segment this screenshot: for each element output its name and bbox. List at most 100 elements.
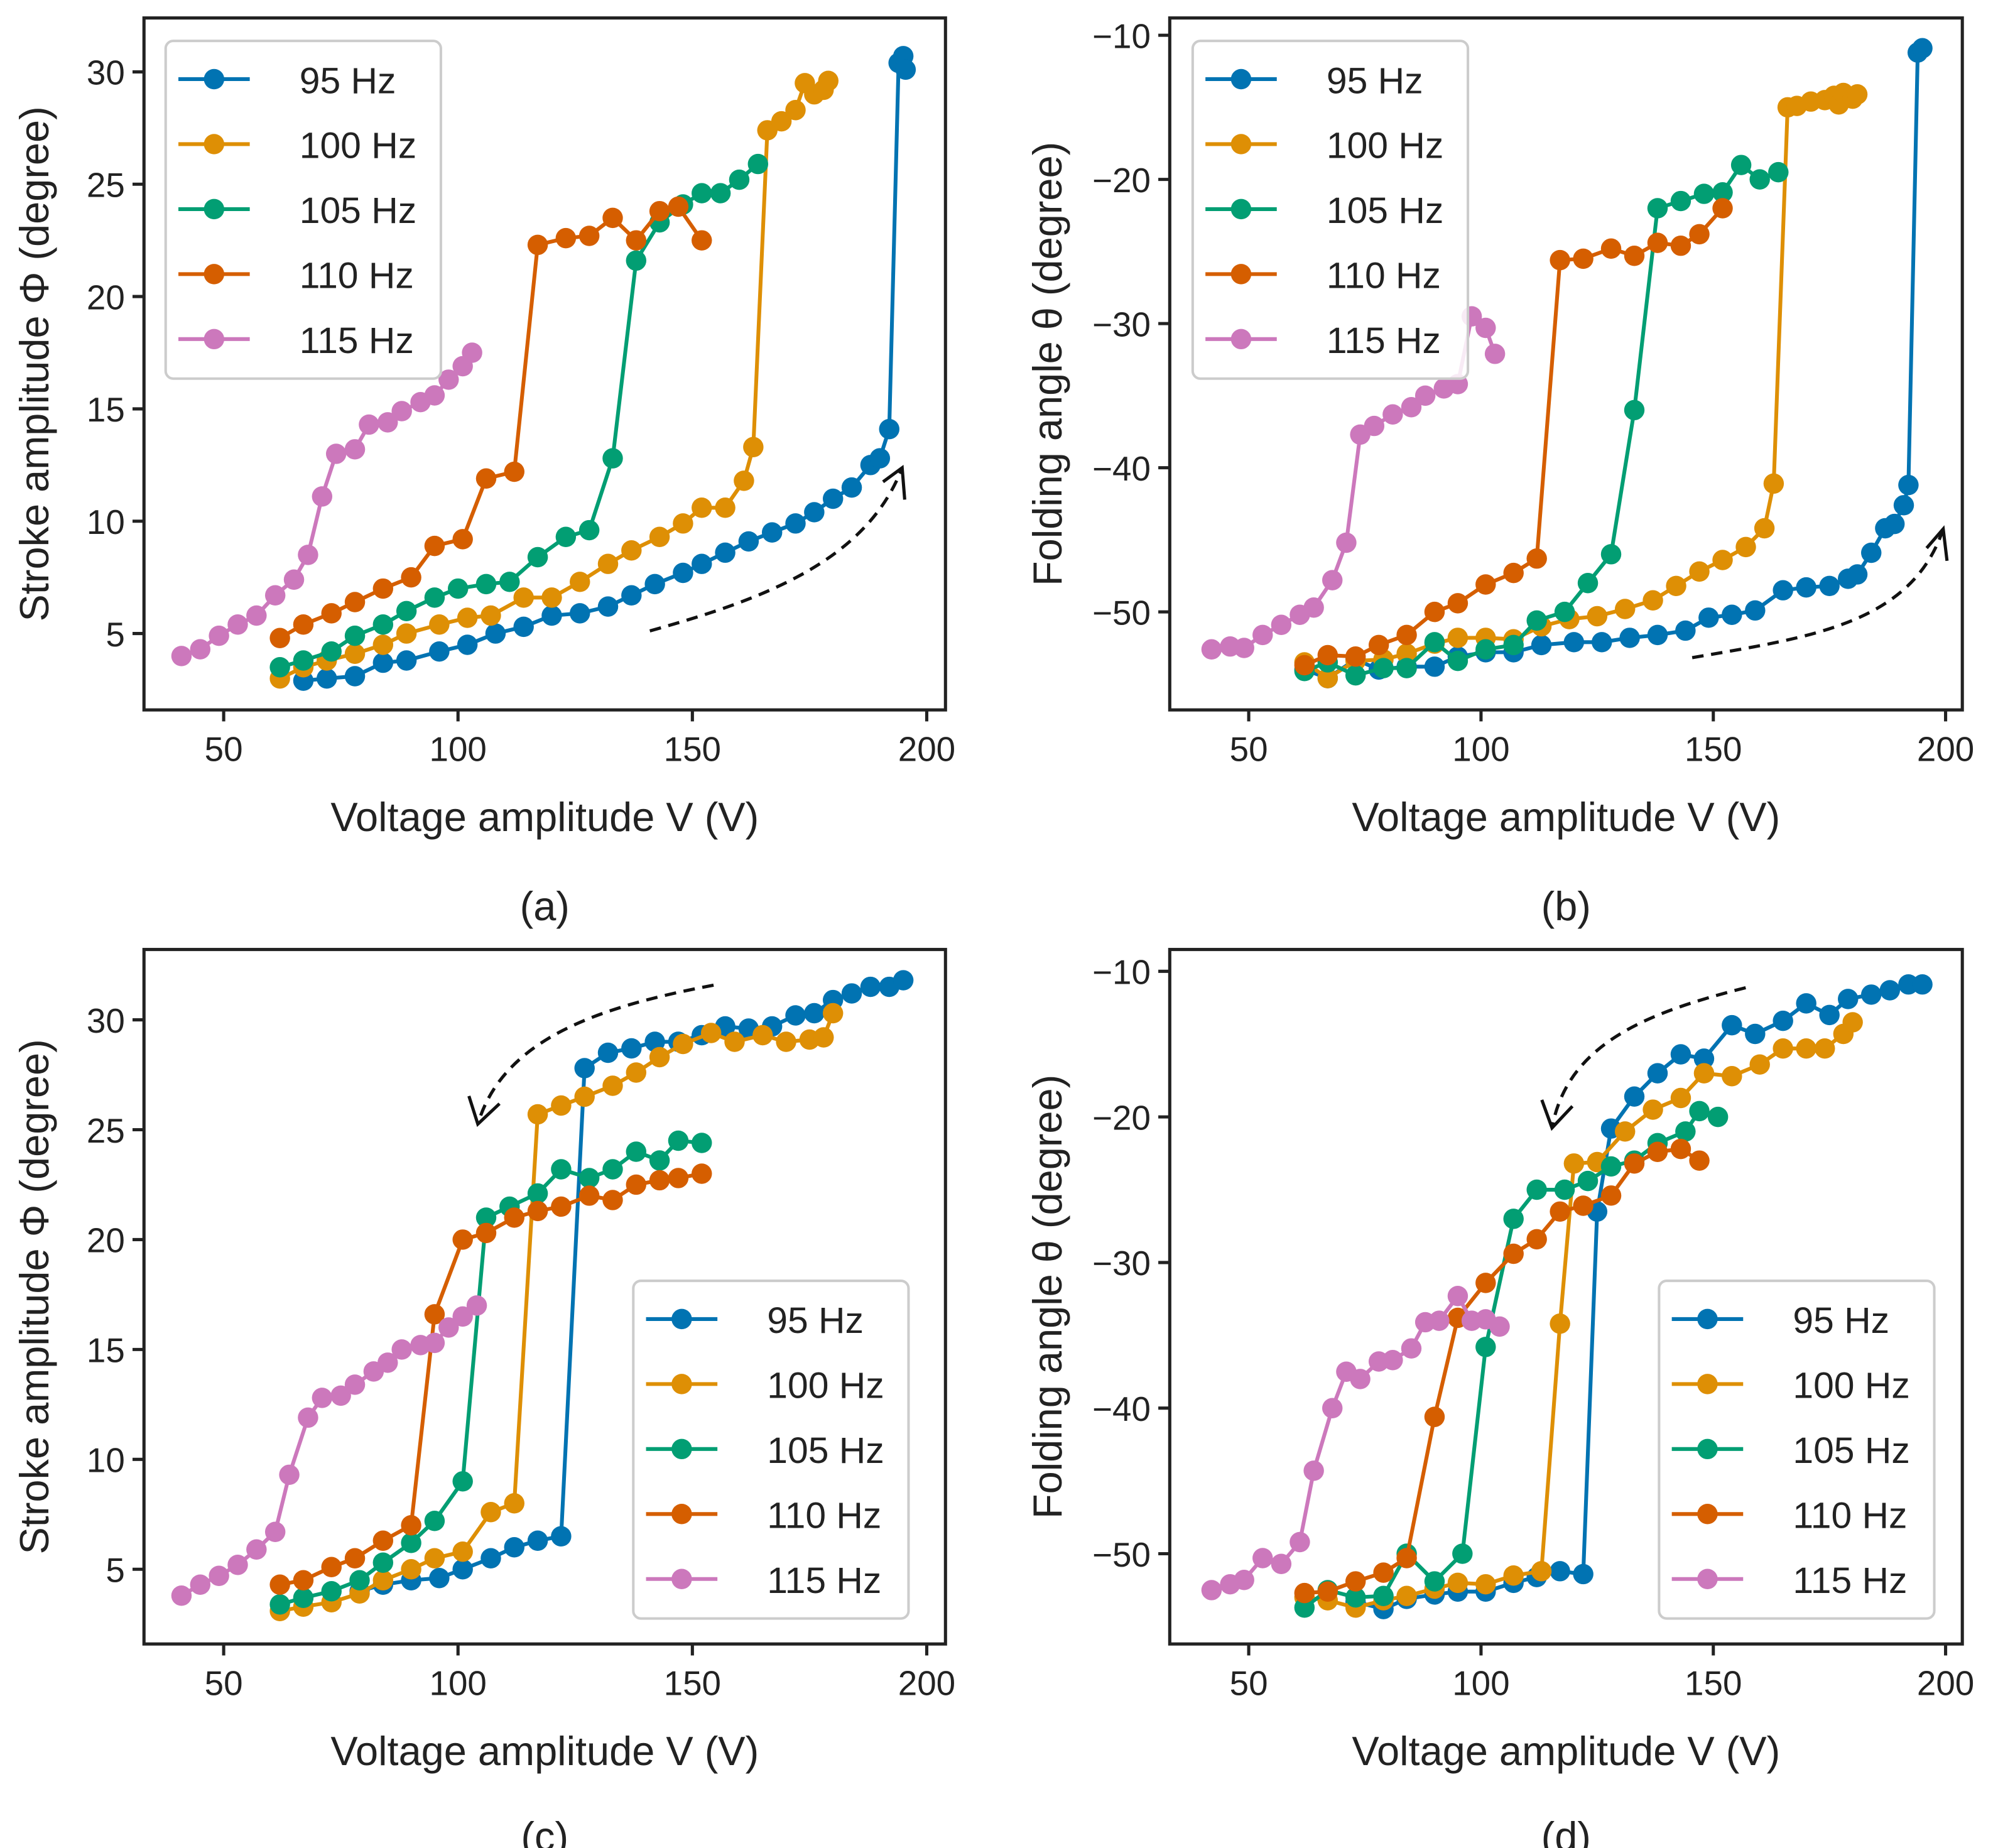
data-point <box>209 1565 229 1586</box>
data-point <box>1842 1012 1863 1033</box>
data-point <box>570 603 590 624</box>
data-point <box>377 1352 398 1373</box>
data-point <box>1475 1273 1496 1293</box>
legend-label: 115 Hz <box>767 1560 881 1601</box>
data-point <box>527 546 548 568</box>
data-point <box>452 529 473 550</box>
data-point <box>1563 632 1585 653</box>
legend-marker <box>671 1438 692 1460</box>
data-point <box>344 666 366 687</box>
data-point <box>1670 1044 1691 1065</box>
x-tick-label: 100 <box>430 1663 487 1702</box>
data-point <box>293 1570 314 1590</box>
data-point <box>602 207 623 229</box>
data-point <box>401 1533 421 1553</box>
data-point <box>466 1295 487 1316</box>
data-point <box>279 1464 300 1486</box>
data-point <box>1531 634 1552 656</box>
data-point <box>1647 198 1668 219</box>
data-point <box>372 634 394 655</box>
y-tick-label: −50 <box>1092 1535 1151 1574</box>
data-point <box>1815 1038 1835 1059</box>
data-point <box>602 448 623 469</box>
data-point <box>597 596 619 617</box>
data-point <box>1689 224 1710 245</box>
data-point <box>1373 1585 1394 1606</box>
y-axis-label: Stroke amplitude Φ (degree) <box>11 1039 57 1554</box>
data-point <box>424 1332 445 1354</box>
data-point <box>1396 1548 1417 1568</box>
legend-marker <box>1697 1568 1718 1589</box>
y-tick-label: −10 <box>1092 953 1151 992</box>
data-point <box>475 573 497 595</box>
data-point <box>1373 658 1394 678</box>
data-point <box>1893 495 1914 516</box>
data-point <box>626 230 647 251</box>
legend-label: 105 Hz <box>300 190 416 231</box>
data-point <box>438 369 459 390</box>
data-point <box>1573 1195 1594 1216</box>
data-point <box>555 526 577 548</box>
data-point <box>1722 1066 1742 1087</box>
x-tick-label: 50 <box>1230 729 1268 768</box>
data-point <box>841 983 862 1004</box>
data-point <box>1754 518 1775 539</box>
data-point <box>1670 1138 1691 1160</box>
data-point <box>1670 1087 1691 1109</box>
data-point <box>1252 1548 1273 1568</box>
legend-label: 100 Hz <box>767 1366 884 1406</box>
data-point <box>869 448 891 469</box>
data-point <box>429 1568 450 1589</box>
data-point <box>1396 624 1417 646</box>
data-point <box>452 1229 473 1250</box>
data-point <box>269 1574 290 1595</box>
data-point <box>1382 404 1403 425</box>
data-point <box>1447 1286 1469 1307</box>
data-point <box>1666 575 1686 597</box>
data-point <box>818 70 839 91</box>
data-point <box>1587 606 1608 627</box>
data-point <box>644 573 665 595</box>
data-point <box>1503 1565 1524 1586</box>
data-point <box>1401 397 1422 418</box>
data-point <box>578 1185 600 1206</box>
data-point <box>1424 1406 1445 1427</box>
panel-b: 50 100 150 200 −50 −40 −30 −20 −10 Voltage amplit… <box>1024 16 1974 929</box>
data-point <box>424 1304 445 1325</box>
data-point <box>771 111 792 132</box>
data-point <box>729 169 750 190</box>
y-tick-label: 25 <box>87 166 125 205</box>
panel-caption: (b) <box>1541 883 1591 929</box>
data-point <box>1414 385 1436 406</box>
data-point <box>209 625 229 646</box>
data-point <box>1577 572 1599 594</box>
legend: 95 Hz 100 Hz 105 Hz 110 Hz 115 Hz <box>1658 1280 1936 1620</box>
data-point <box>1396 643 1417 664</box>
data-point <box>527 1200 548 1222</box>
data-point <box>1693 1063 1715 1084</box>
data-point <box>1554 601 1575 622</box>
legend-marker <box>204 329 225 350</box>
y-tick-label: 15 <box>87 390 125 429</box>
data-point <box>649 526 670 548</box>
data-point <box>715 542 736 563</box>
data-point <box>673 562 693 584</box>
data-point <box>1912 974 1933 995</box>
legend-marker <box>204 68 225 90</box>
data-point <box>372 652 394 673</box>
data-point <box>372 1552 394 1573</box>
legend-marker <box>1697 1504 1718 1525</box>
legend-marker <box>671 1308 692 1330</box>
panel-caption: (d) <box>1541 1813 1591 1848</box>
y-tick-label: −20 <box>1092 161 1151 200</box>
plot-frame <box>142 948 947 1646</box>
x-tick-label: 50 <box>1230 1663 1268 1702</box>
data-point <box>1503 1243 1524 1264</box>
data-point <box>457 634 478 655</box>
data-point <box>621 585 642 606</box>
data-point <box>396 650 417 671</box>
data-point <box>504 461 524 482</box>
data-point <box>1271 1553 1292 1574</box>
y-tick-label: 30 <box>87 1001 125 1040</box>
plot-frame <box>142 16 947 712</box>
